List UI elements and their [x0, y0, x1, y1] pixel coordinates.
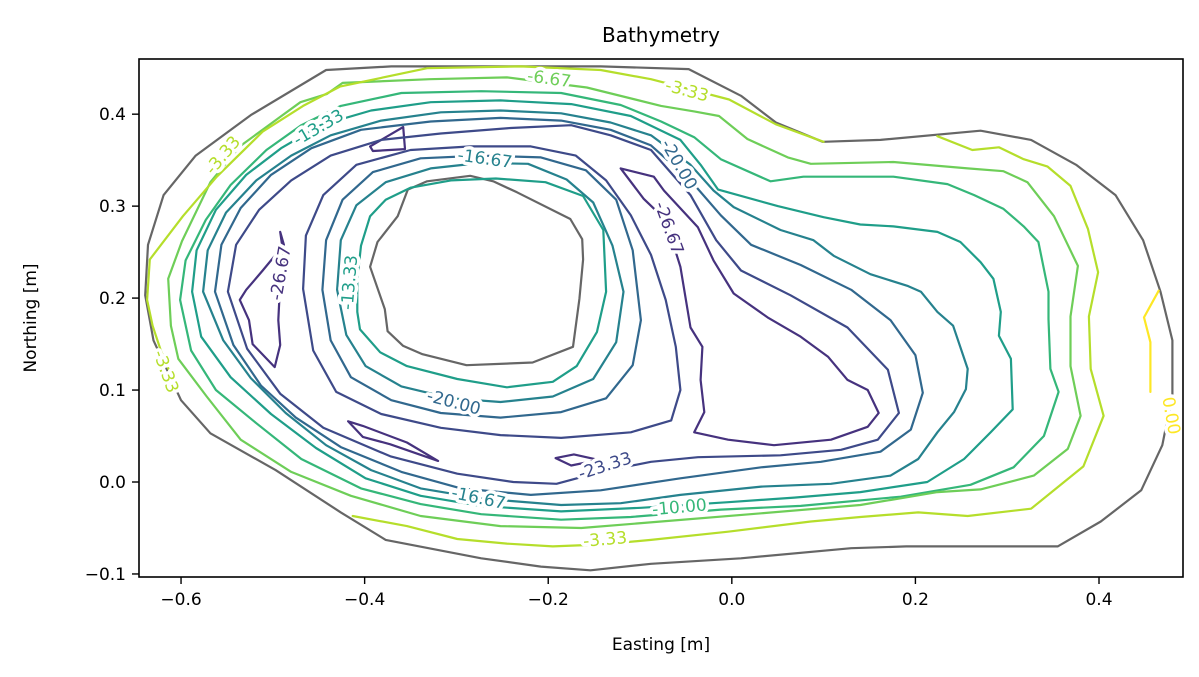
- contour-label: -10.00: [651, 495, 707, 520]
- contour-line-level-2: [213, 116, 924, 496]
- contour-label: -26.67: [650, 199, 688, 257]
- contour-label: -23.33: [576, 448, 634, 484]
- contour-line-level-7: [351, 135, 1105, 548]
- x-tick-label: 0.2: [902, 590, 929, 610]
- x-tick-label: −0.2: [528, 590, 569, 610]
- contour-line-level-3: [336, 161, 625, 404]
- contour-line-level-0: [238, 230, 287, 369]
- y-tick-label: 0.4: [99, 105, 126, 125]
- y-tick-label: 0.3: [99, 197, 126, 217]
- x-tick-label: 0.0: [718, 590, 745, 610]
- y-tick-label: 0.2: [99, 289, 126, 309]
- y-axis-label: Northing [m]: [21, 263, 41, 372]
- contour-label: -6.67: [526, 66, 572, 92]
- contour-line-level-3: [202, 109, 969, 507]
- contour-line-level-4: [356, 177, 608, 389]
- contour-line-level-6: [167, 76, 1082, 530]
- contour-line-level-0: [347, 420, 440, 462]
- contour-line-level-8: [1142, 289, 1160, 393]
- boundary-contour-line: [369, 174, 585, 367]
- plot-area: -6.67 -3.33-3.33-13.33-16.67 -20.00-26.67-…: [144, 63, 1187, 572]
- contour-label: 0.00: [1157, 395, 1183, 436]
- x-tick-label: −0.4: [344, 590, 385, 610]
- x-tick-label: −0.6: [160, 590, 201, 610]
- contour-line-level-1: [302, 145, 682, 439]
- x-axis: −0.6 −0.4 −0.2 0.0 0.2 0.4: [160, 577, 1113, 610]
- boundary-contour-line: [144, 65, 1174, 572]
- contour-label: -13.33: [338, 254, 363, 310]
- axes-frame: [138, 58, 1184, 578]
- contour-label: -16.67: [456, 146, 513, 173]
- y-tick-label: −0.1: [85, 565, 126, 585]
- contour-label: -3.33: [582, 528, 628, 552]
- y-axis: −0.1 0.0 0.1 0.2 0.3 0.4: [85, 105, 139, 585]
- contour-line-level-5: [179, 90, 1060, 521]
- y-tick-label: 0.0: [99, 473, 126, 493]
- contour-line-level-0: [619, 167, 880, 447]
- contour-label: -3.33: [663, 76, 711, 107]
- y-tick-label: 0.1: [99, 381, 126, 401]
- contour-label: -13.33: [290, 106, 347, 151]
- contour-line-level-0: [554, 453, 600, 467]
- contour-line-level-1: [226, 124, 900, 485]
- contour-lines: [144, 65, 1174, 572]
- x-axis-label: Easting [m]: [612, 635, 710, 655]
- x-tick-label: 0.4: [1085, 590, 1112, 610]
- contour-line-level-2: [321, 154, 642, 419]
- contour-line-level-7: [146, 65, 825, 387]
- contour-line-level-4: [191, 99, 1014, 513]
- contour-label: -26.67: [266, 245, 295, 302]
- contour-line-level-0: [369, 125, 407, 153]
- chart-title: Bathymetry: [602, 23, 720, 47]
